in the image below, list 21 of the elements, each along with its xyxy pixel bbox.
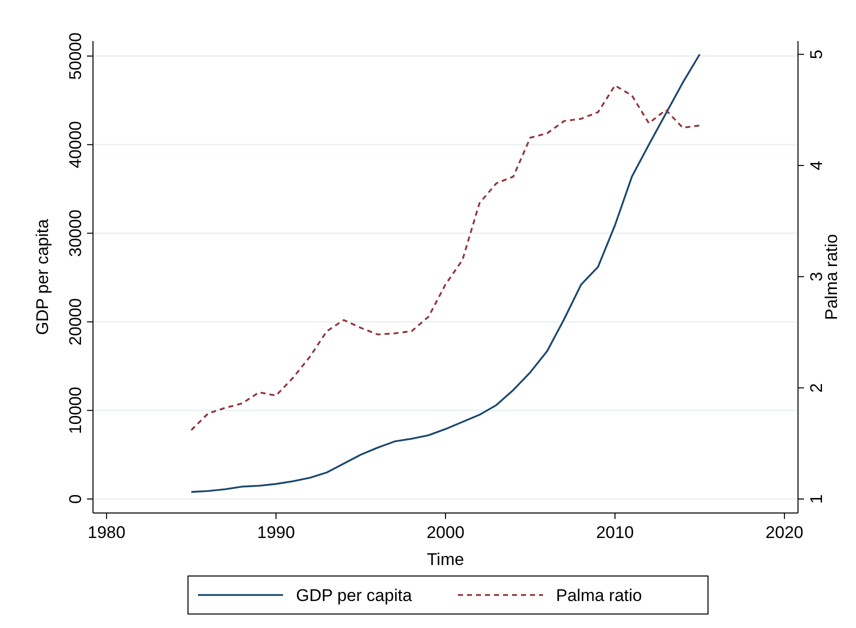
y2-tick-label: 4 — [806, 160, 826, 170]
y-tick-label: 20000 — [66, 298, 85, 346]
y-tick-label: 10000 — [66, 386, 85, 434]
x-tick-label: 1980 — [88, 523, 126, 542]
y-tick-label: 50000 — [66, 32, 85, 80]
x-tick-label: 1990 — [257, 523, 295, 542]
x-axis-title: Time — [426, 550, 464, 569]
x-tick-label: 2010 — [596, 523, 634, 542]
y2-tick-label: 5 — [806, 50, 826, 60]
legend-label: GDP per capita — [296, 586, 412, 605]
x-tick-label: 2000 — [426, 523, 464, 542]
y-tick-label: 30000 — [66, 210, 85, 257]
y2-tick-label: 1 — [806, 494, 826, 504]
y-axis-title: GDP per capita — [33, 218, 52, 335]
x-tick-label: 2020 — [766, 523, 804, 542]
y2-tick-label: 2 — [806, 383, 826, 393]
y-tick-label: 40000 — [66, 121, 85, 168]
line-series — [190, 84, 701, 431]
y-tick-label: 0 — [66, 494, 85, 504]
legend-label: Palma ratio — [556, 586, 642, 605]
line-series — [190, 53, 701, 493]
